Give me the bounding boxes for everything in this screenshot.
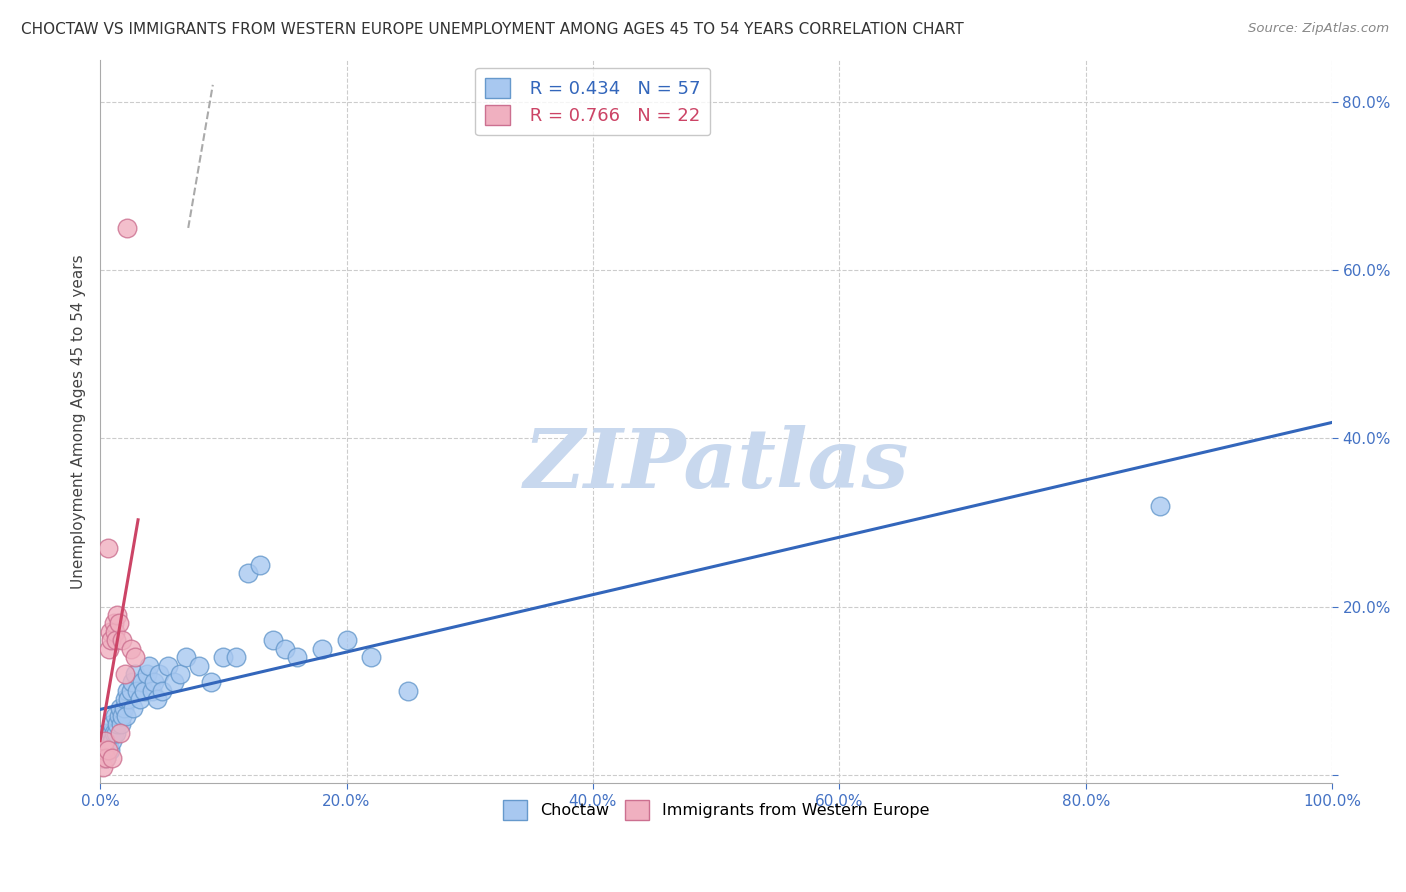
- Point: [163, 675, 186, 690]
- Point: [110, 717, 132, 731]
- Point: [311, 641, 333, 656]
- Point: [114, 667, 136, 681]
- Point: [115, 221, 138, 235]
- Point: [120, 683, 142, 698]
- Point: [114, 692, 136, 706]
- Point: [176, 650, 198, 665]
- Point: [104, 624, 127, 639]
- Point: [335, 633, 357, 648]
- Legend: Choctaw, Immigrants from Western Europe: Choctaw, Immigrants from Western Europe: [496, 794, 935, 826]
- Point: [148, 667, 170, 681]
- Point: [146, 692, 169, 706]
- Point: [101, 717, 124, 731]
- Point: [104, 709, 127, 723]
- Point: [274, 641, 297, 656]
- Point: [100, 633, 122, 648]
- Point: [112, 700, 135, 714]
- Point: [1149, 499, 1171, 513]
- Point: [127, 683, 149, 698]
- Text: Source: ZipAtlas.com: Source: ZipAtlas.com: [1249, 22, 1389, 36]
- Point: [96, 751, 118, 765]
- Point: [200, 675, 222, 690]
- Point: [105, 717, 128, 731]
- Point: [111, 633, 134, 648]
- Point: [101, 734, 124, 748]
- Point: [96, 751, 118, 765]
- Point: [187, 658, 209, 673]
- Point: [121, 675, 143, 690]
- Point: [117, 692, 139, 706]
- Point: [225, 650, 247, 665]
- Point: [115, 683, 138, 698]
- Point: [150, 683, 173, 698]
- Y-axis label: Unemployment Among Ages 45 to 54 years: Unemployment Among Ages 45 to 54 years: [72, 254, 86, 589]
- Point: [96, 726, 118, 740]
- Point: [96, 742, 118, 756]
- Point: [90, 751, 112, 765]
- Point: [360, 650, 382, 665]
- Point: [249, 558, 271, 572]
- Point: [236, 566, 259, 580]
- Point: [131, 675, 153, 690]
- Point: [103, 616, 125, 631]
- Point: [93, 742, 115, 756]
- Point: [107, 709, 129, 723]
- Point: [141, 683, 163, 698]
- Point: [94, 734, 117, 748]
- Point: [143, 675, 166, 690]
- Point: [169, 667, 191, 681]
- Point: [103, 726, 125, 740]
- Point: [91, 742, 114, 756]
- Point: [122, 700, 145, 714]
- Point: [111, 709, 134, 723]
- Point: [96, 742, 118, 756]
- Point: [136, 667, 159, 681]
- Point: [134, 683, 156, 698]
- Point: [396, 683, 419, 698]
- Point: [105, 633, 128, 648]
- Point: [100, 726, 122, 740]
- Point: [97, 734, 120, 748]
- Point: [124, 667, 146, 681]
- Point: [101, 751, 124, 765]
- Point: [98, 624, 121, 639]
- Text: CHOCTAW VS IMMIGRANTS FROM WESTERN EUROPE UNEMPLOYMENT AMONG AGES 45 TO 54 YEARS: CHOCTAW VS IMMIGRANTS FROM WESTERN EUROP…: [21, 22, 965, 37]
- Point: [98, 742, 121, 756]
- Point: [96, 541, 118, 555]
- Point: [105, 608, 128, 623]
- Point: [262, 633, 284, 648]
- Point: [91, 759, 114, 773]
- Point: [105, 726, 128, 740]
- Point: [212, 650, 235, 665]
- Point: [124, 650, 146, 665]
- Point: [93, 751, 115, 765]
- Point: [285, 650, 308, 665]
- Point: [107, 616, 129, 631]
- Text: ZIPatlas: ZIPatlas: [523, 425, 908, 505]
- Point: [115, 709, 138, 723]
- Point: [97, 641, 120, 656]
- Point: [156, 658, 179, 673]
- Point: [108, 726, 131, 740]
- Point: [108, 700, 131, 714]
- Point: [128, 692, 150, 706]
- Point: [120, 641, 142, 656]
- Point: [138, 658, 160, 673]
- Point: [94, 734, 117, 748]
